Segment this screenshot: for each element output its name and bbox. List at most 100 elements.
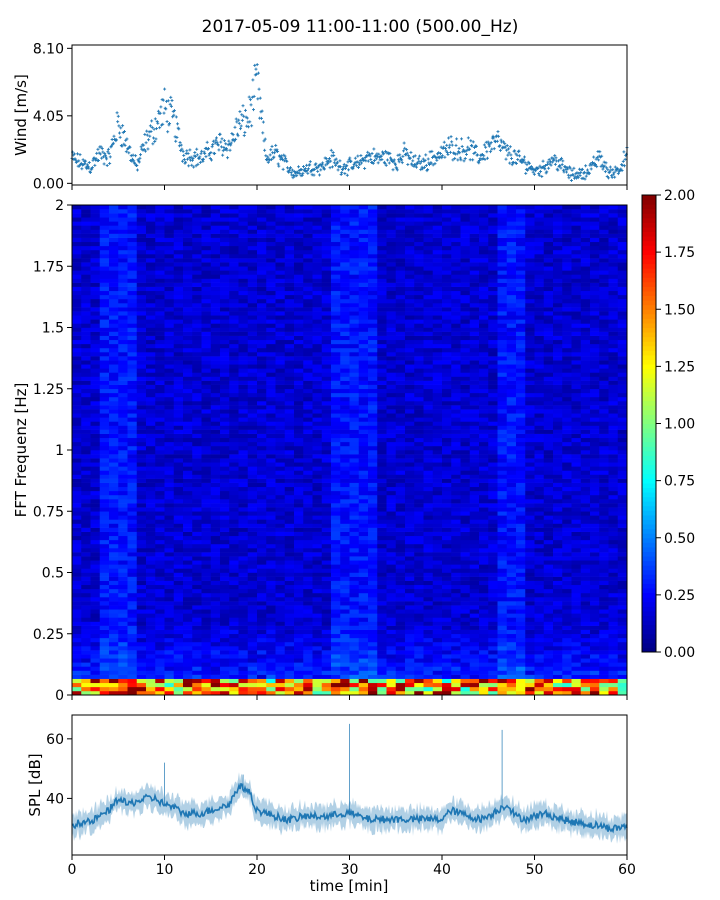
wind-point — [280, 156, 284, 160]
spectrogram-cell — [312, 486, 323, 492]
spectrogram-cell — [294, 405, 304, 410]
spectrogram-cell — [358, 327, 369, 332]
spectrogram-cell — [257, 690, 267, 696]
spectrogram-cell — [321, 637, 332, 643]
spectrogram-cell — [238, 343, 249, 349]
spectrogram-cell — [127, 576, 138, 581]
spectrogram-cell — [81, 307, 91, 312]
spectrogram-cell — [81, 584, 91, 590]
spectrogram-cell — [257, 686, 267, 692]
spectrogram-cell — [294, 556, 304, 561]
spectrogram-cell — [109, 392, 119, 398]
spectrogram-cell — [155, 560, 165, 565]
spectrogram-cell — [247, 241, 258, 247]
spectrogram-cell — [266, 539, 276, 545]
spectrogram-cell — [201, 609, 212, 614]
spectrogram-cell — [377, 352, 387, 357]
spectrogram-cell — [266, 278, 276, 283]
spectrogram-cell — [303, 254, 313, 259]
spectrogram-cell — [109, 625, 119, 630]
spectrogram-cell — [99, 372, 110, 377]
spectrogram-cell — [127, 421, 138, 426]
wind-point — [606, 176, 610, 180]
spectrogram-cell — [118, 499, 128, 504]
spectrogram-cell — [257, 666, 267, 671]
spectrogram-cell — [349, 601, 360, 606]
spectrogram-cell — [349, 523, 360, 528]
spectrogram-cell — [90, 450, 101, 455]
wind-point — [408, 156, 412, 160]
spectrogram-cell — [81, 474, 91, 479]
spectrogram-cell — [275, 609, 286, 614]
spectrogram-cell — [164, 270, 175, 275]
wind-point — [327, 160, 331, 164]
spectrogram-cell — [303, 601, 313, 606]
spectrogram-cell — [368, 384, 378, 390]
spectrogram-cell — [109, 343, 119, 349]
spectrogram-cell — [349, 429, 360, 434]
spectrogram-cell — [81, 556, 91, 561]
spectrogram-cell — [229, 548, 239, 553]
spectrogram-cell — [238, 413, 249, 418]
spectrogram-cell — [368, 315, 378, 320]
spectrogram-cell — [331, 282, 341, 287]
spectrogram-cell — [192, 560, 202, 565]
wind-point — [456, 158, 460, 162]
spectrogram-cell — [99, 564, 110, 569]
spectrogram-cell — [238, 466, 249, 471]
spectrogram-cell — [146, 580, 156, 586]
spectrogram-cell — [284, 474, 295, 479]
spectrogram-cell — [358, 539, 369, 545]
spectrogram-cell — [340, 466, 350, 471]
spectrogram-cell — [72, 584, 82, 590]
spectrogram-cell — [247, 646, 258, 651]
spectrogram-cell — [247, 258, 258, 263]
spectrogram-cell — [312, 233, 323, 238]
spectrogram-cell — [118, 254, 128, 259]
wind-point — [169, 95, 173, 99]
spectrogram-cell — [238, 441, 249, 447]
spectrogram-cell — [90, 433, 101, 439]
spectrogram-cell — [294, 531, 304, 537]
wind-point — [177, 144, 181, 148]
spectrogram-cell — [257, 535, 267, 541]
spectrogram-cell — [312, 609, 323, 614]
spectrogram-cell — [349, 503, 360, 508]
spectrogram-cell — [229, 421, 239, 426]
spectrogram-cell — [183, 613, 193, 618]
spectrogram-cell — [331, 494, 341, 500]
spectrogram-cell — [90, 462, 101, 467]
spectrogram-cell — [127, 286, 138, 292]
spectrogram-cell — [118, 621, 128, 626]
spectrogram-cell — [321, 646, 332, 651]
spectrogram-cell — [294, 580, 304, 586]
spectrogram-cell — [99, 539, 110, 545]
wind-point — [518, 154, 522, 158]
wind-point — [600, 154, 604, 158]
wind-point — [193, 150, 197, 154]
wind-point — [341, 167, 345, 171]
spectrogram-cell — [118, 384, 128, 390]
wind-point — [603, 164, 607, 168]
spectrogram-cell — [136, 229, 147, 234]
spectrogram-cell — [136, 343, 147, 349]
wind-point — [365, 154, 369, 158]
spectrogram-cell — [303, 303, 313, 308]
spectrogram-cell — [247, 548, 258, 553]
spectrogram-cell — [284, 662, 295, 667]
spectrogram-cell — [99, 690, 110, 696]
spectrogram-cell — [247, 658, 258, 663]
spectrogram-cell — [294, 592, 304, 598]
spectrogram-cell — [90, 409, 101, 414]
spectrogram-cell — [118, 486, 128, 492]
spectrogram-cell — [247, 690, 258, 696]
spectrogram-cell — [90, 568, 101, 573]
spectrogram-cell — [201, 429, 212, 434]
spectrogram-cell — [220, 572, 230, 577]
spectrogram-cell — [257, 613, 267, 618]
spectrogram-cell — [257, 556, 267, 561]
spectrogram-cell — [266, 556, 276, 561]
spectrogram-cell — [173, 319, 184, 324]
spectrogram-cell — [303, 421, 313, 426]
spectrogram-cell — [220, 294, 230, 300]
